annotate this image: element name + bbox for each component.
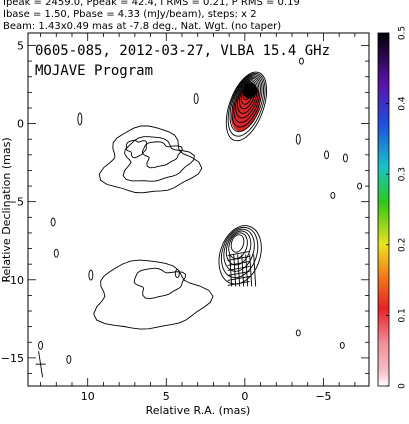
noise-contour-1 [77, 112, 83, 126]
colorbar [377, 32, 390, 387]
plot-title: 0605-085, 2012-03-27, VLBA 15.4 GHz [35, 43, 330, 59]
beam-marker [35, 351, 46, 378]
southern-component-contour-6 [230, 234, 245, 253]
southern-component-contour-2 [220, 226, 259, 279]
hatch-line [227, 250, 250, 256]
lobe-ne-contour-1 [98, 125, 203, 194]
noise-contour-11 [357, 182, 363, 190]
header-stats-line-1: Ipeak = 2459.0, Ppeak = 42.4, I RMS = 0.… [3, 0, 300, 8]
core-contour-10 [242, 83, 254, 101]
noise-contour-14 [298, 57, 304, 65]
x-tick-label-1: 5 [163, 390, 170, 403]
hatch-line [227, 265, 250, 271]
noise-contour-9 [342, 153, 348, 163]
lobe-ne-contour-4 [125, 139, 148, 159]
colorbar-tick-label-0: 0 [398, 383, 408, 389]
noise-contour-4 [53, 248, 59, 258]
core-contour-3 [229, 74, 264, 133]
y-tick-label-0: 5 [17, 39, 24, 52]
plot-subtitle: MOJAVE Program [35, 63, 153, 79]
colorbar-tick-label-4: 0.4 [398, 96, 408, 111]
lobe-se-contour-2 [133, 267, 187, 300]
header-beam-line: Beam: 1.43x0.49 mas at -7.8 deg., Nat. W… [3, 21, 282, 32]
colorbar-ticks: 0 0.1 0.2 0.3 0.4 0.5 [386, 26, 408, 389]
core-contour-9 [240, 81, 255, 105]
noise-contour-13 [339, 341, 345, 349]
noise-contour-12 [295, 329, 301, 337]
noise-contour-7 [295, 133, 301, 145]
hatch-line [227, 275, 250, 281]
noise-contour-15 [193, 93, 199, 105]
y-tick-label-4: −15 [1, 352, 24, 365]
hatch-line [249, 254, 253, 287]
hatch-line [227, 270, 250, 276]
southern-component-contour-3 [223, 228, 255, 272]
lobe-se-contour-1 [93, 259, 214, 330]
x-tick-label-3: −5 [315, 390, 331, 403]
core-contour-2 [227, 72, 266, 137]
core-contour-5 [233, 76, 261, 123]
noise-contour-5 [38, 340, 44, 350]
y-tick-label-1: 0 [17, 118, 24, 131]
lobe-ne-contour-2 [122, 136, 195, 182]
hatch-line [237, 254, 241, 287]
hatch-line [233, 254, 237, 287]
noise-contour-8 [324, 150, 330, 160]
hatch-line [227, 280, 250, 286]
header-stats-line-2: Ibase = 1.50, Pbase = 4.33 (mJy/beam), s… [3, 9, 257, 20]
hatch-line [253, 254, 257, 287]
colorbar-tick-label-5: 0.5 [398, 26, 408, 40]
southern-component-contour-1 [218, 225, 262, 285]
lobe-ne-contour-3 [141, 141, 183, 169]
plot-frame [27, 32, 370, 387]
core-contour-6 [235, 78, 260, 119]
core-contour-7 [237, 79, 258, 114]
noise-contour-6 [66, 354, 72, 364]
noise-contour-16 [174, 269, 180, 278]
y-axis-label: Relative Declination (mas) [0, 137, 13, 282]
hatch-line [245, 254, 249, 287]
y-tick-label-3: −10 [1, 274, 24, 287]
x-tick-label-2: 0 [241, 390, 248, 403]
y-tick-labels: 5 0 −5 −10 −15 [1, 39, 24, 364]
x-tick-labels: 10 5 0 −5 [81, 390, 332, 403]
colorbar-tick-label-1: 0.1 [398, 308, 408, 322]
colorbar-tick-label-2: 0.2 [398, 238, 408, 252]
contour-layer [38, 57, 363, 364]
colorbar-tick-label-3: 0.3 [398, 167, 408, 181]
noise-contour-2 [88, 269, 94, 281]
y-tick-label-2: −5 [8, 196, 24, 209]
noise-contour-3 [50, 217, 56, 227]
noise-contour-10 [330, 191, 336, 199]
axis-ticks [28, 33, 369, 386]
hatch-line [241, 254, 245, 287]
core-contour-1 [225, 71, 268, 142]
core-contour-4 [231, 75, 263, 128]
x-tick-label-0: 10 [81, 390, 95, 403]
x-axis-label: Relative R.A. (mas) [146, 404, 251, 417]
core-contour-8 [239, 80, 257, 110]
